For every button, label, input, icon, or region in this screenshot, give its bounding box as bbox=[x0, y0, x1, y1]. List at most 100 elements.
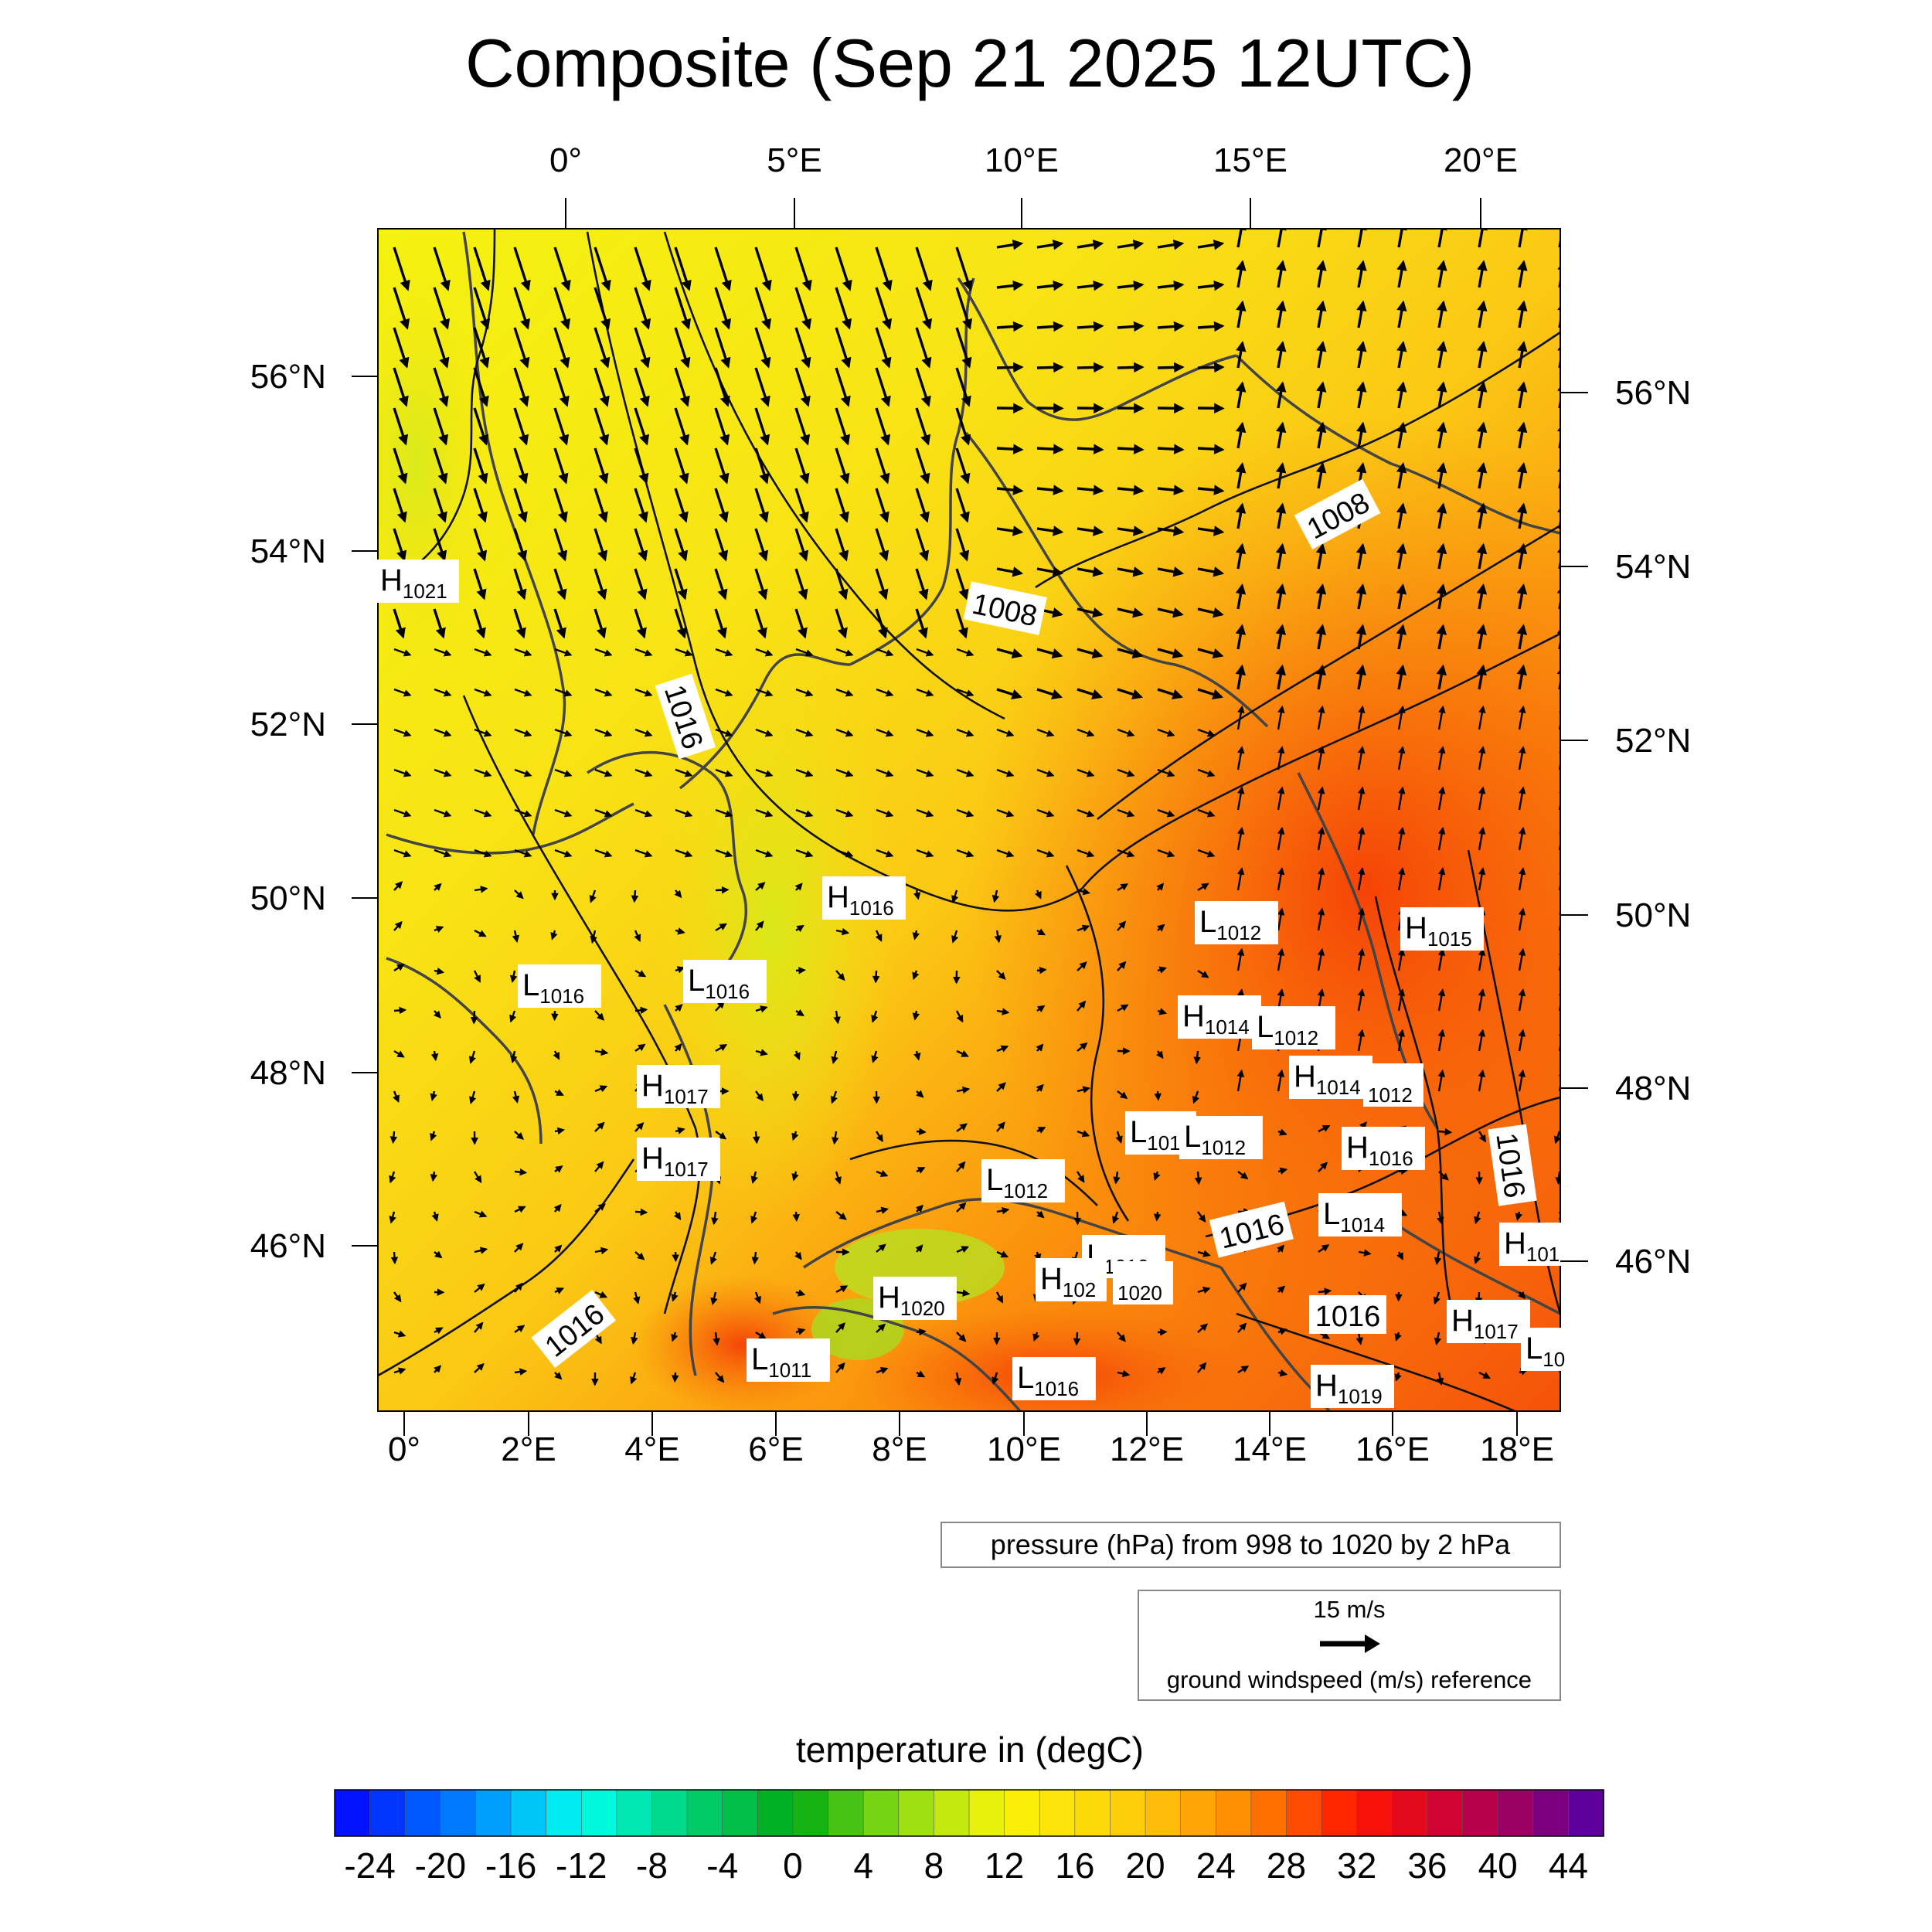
wind-arrow bbox=[634, 407, 650, 446]
wind-arrow bbox=[594, 287, 611, 330]
wind-arrow bbox=[754, 407, 770, 446]
center-type: H bbox=[380, 563, 403, 597]
wind-arrow bbox=[915, 568, 929, 600]
wind-arrow bbox=[1357, 746, 1366, 770]
center-type: L bbox=[751, 1342, 768, 1376]
wind-arrow bbox=[1357, 867, 1366, 891]
wind-arrow bbox=[1112, 1211, 1120, 1224]
wind-arrow bbox=[1437, 1069, 1446, 1092]
wind-arrow bbox=[1236, 1069, 1245, 1092]
wind-arrow bbox=[795, 728, 814, 737]
wind-arrow bbox=[1397, 947, 1406, 971]
wind-arrow bbox=[1077, 1042, 1088, 1052]
wind-arrow bbox=[553, 447, 569, 485]
wind-arrow bbox=[433, 287, 451, 330]
wind-arrow bbox=[1517, 300, 1528, 328]
wind-arrow bbox=[956, 1332, 967, 1342]
wind-arrow bbox=[835, 768, 854, 777]
label-background bbox=[683, 960, 767, 1003]
wind-arrow bbox=[1438, 1128, 1453, 1136]
wind-arrow bbox=[954, 1372, 962, 1386]
wind-arrow bbox=[513, 608, 526, 639]
colorbar-tick-label: 4 bbox=[853, 1845, 873, 1886]
label-background bbox=[1342, 1127, 1425, 1170]
wind-arrow bbox=[1355, 543, 1367, 570]
wind-arrow bbox=[1357, 907, 1366, 931]
wind-arrow bbox=[1478, 988, 1486, 1012]
wind-arrow bbox=[1157, 444, 1185, 454]
wind-arrow bbox=[473, 970, 481, 983]
wind-arrow bbox=[1077, 888, 1091, 896]
pressure-center-text: L1012 bbox=[1184, 1120, 1246, 1159]
wind-arrow bbox=[1117, 883, 1129, 892]
label-background bbox=[531, 1290, 616, 1369]
wind-arrow bbox=[875, 287, 893, 330]
wind-arrow bbox=[473, 568, 487, 600]
colorbar-tick-label: 32 bbox=[1337, 1845, 1376, 1886]
label-background bbox=[1195, 901, 1278, 944]
wind-arrow bbox=[1517, 340, 1528, 369]
wind-arrow bbox=[1516, 543, 1528, 570]
wind-arrow bbox=[1077, 961, 1087, 971]
wind-arrow bbox=[674, 247, 692, 291]
wind-arrow bbox=[594, 1010, 605, 1021]
pressure-center-label: L1016 bbox=[1012, 1357, 1096, 1400]
wind-arrow bbox=[1436, 664, 1447, 690]
wind-arrow bbox=[393, 1049, 405, 1058]
wind-arrow bbox=[794, 608, 808, 639]
wind-arrow bbox=[390, 1251, 399, 1265]
colorbar-tick-label: -16 bbox=[485, 1845, 536, 1886]
wind-arrow bbox=[474, 728, 492, 737]
pressure-center-text: L1016 bbox=[522, 968, 584, 1008]
wind-arrow bbox=[1117, 1090, 1128, 1100]
colorbar-bin bbox=[934, 1789, 970, 1837]
wind-arrow bbox=[1394, 1332, 1402, 1342]
wind-arrow bbox=[634, 367, 650, 407]
wind-arrow bbox=[634, 287, 651, 330]
wind-arrow bbox=[553, 608, 566, 639]
wind-arrow bbox=[514, 1282, 523, 1293]
wind-arrow bbox=[795, 1289, 806, 1297]
wind-arrow bbox=[1032, 1332, 1040, 1342]
wind-arrow bbox=[714, 327, 731, 369]
bottom-lon-label: 0° bbox=[388, 1430, 420, 1468]
wind-arrow bbox=[434, 968, 445, 975]
wind-arrow bbox=[996, 688, 1023, 699]
wind-arrow bbox=[713, 1332, 720, 1346]
wind-arrow bbox=[1157, 607, 1184, 618]
wind-arrow bbox=[433, 447, 448, 485]
pressure-center-label: H1017 bbox=[637, 1138, 720, 1181]
wind-arrow bbox=[553, 327, 570, 369]
wind-arrow bbox=[434, 849, 452, 858]
wind-arrow bbox=[1315, 462, 1327, 489]
wind-arrow bbox=[1197, 485, 1225, 495]
colorbar-bin bbox=[828, 1789, 864, 1837]
label-background bbox=[822, 876, 906, 920]
pressure-center-text: H101 bbox=[1504, 1226, 1560, 1266]
wind-arrow bbox=[915, 528, 930, 562]
wind-arrow bbox=[674, 568, 688, 600]
wind-arrow bbox=[714, 608, 727, 639]
colorbar-bin bbox=[580, 1789, 617, 1837]
wind-arrow bbox=[996, 526, 1024, 536]
wind-arrow bbox=[1157, 728, 1175, 737]
pressure-center-text: L10 bbox=[1526, 1332, 1565, 1371]
wind-arrow bbox=[715, 728, 733, 737]
wind-arrow bbox=[1197, 768, 1216, 777]
wind-arrow bbox=[594, 407, 610, 446]
wind-arrow bbox=[875, 447, 890, 485]
wind-arrow bbox=[1437, 826, 1446, 851]
wind-arrow bbox=[754, 488, 769, 523]
wind-arrow bbox=[916, 1128, 927, 1136]
wind-arrow bbox=[554, 849, 573, 858]
wind-arrow bbox=[594, 1291, 608, 1298]
colorbar-tick-label: 44 bbox=[1549, 1845, 1588, 1886]
wind-arrow bbox=[393, 849, 412, 858]
wind-arrow bbox=[594, 367, 610, 407]
wind-arrow bbox=[876, 768, 894, 777]
colorbar-bin bbox=[1074, 1789, 1111, 1837]
wind-arrow bbox=[594, 488, 608, 523]
label-background bbox=[1400, 907, 1484, 951]
wind-arrow bbox=[915, 447, 930, 485]
wind-arrow bbox=[711, 1211, 719, 1226]
